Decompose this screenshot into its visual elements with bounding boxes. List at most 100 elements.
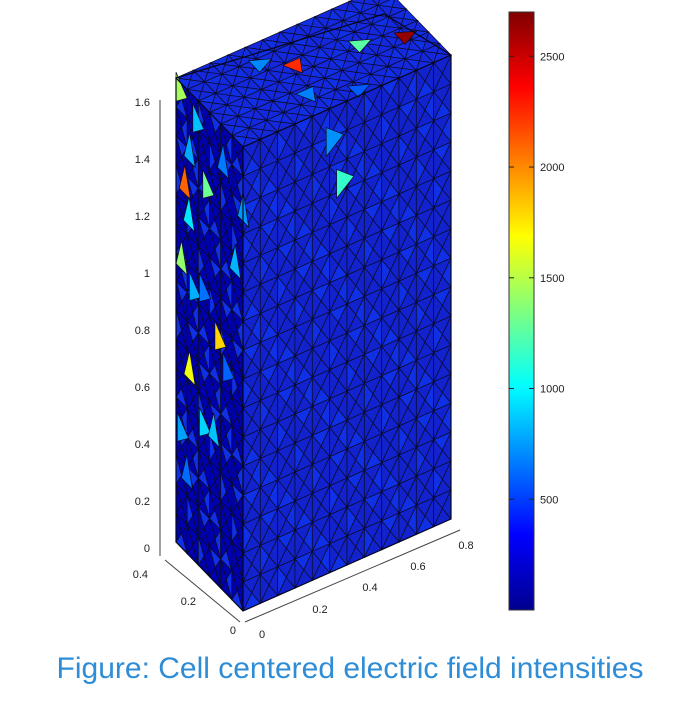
mesh-cell (259, 225, 270, 256)
mesh-cell (209, 141, 216, 172)
colorbar-tick-label: 500 (540, 494, 558, 506)
mesh-cell (311, 521, 322, 552)
mesh-cell (415, 301, 426, 332)
mesh-cell (346, 506, 357, 537)
z-tick-label: 1.4 (135, 154, 150, 166)
mesh-cell (364, 35, 384, 46)
mesh-cell (277, 304, 287, 335)
mesh-cell (294, 355, 305, 386)
mesh-cell (375, 46, 395, 58)
mesh-cell (294, 384, 305, 415)
mesh-cell (209, 460, 216, 491)
mesh-cell (197, 477, 205, 509)
mesh-cell (209, 112, 216, 143)
mesh-cell (415, 330, 426, 361)
mesh-cell (381, 229, 391, 260)
mesh-cell (225, 96, 245, 108)
z-tick-label: 0.4 (135, 439, 150, 451)
mesh-cell (197, 448, 205, 480)
mesh-cell (186, 292, 194, 323)
mesh-cell (209, 518, 216, 549)
mesh-face-side (242, 54, 452, 612)
mesh-cell (311, 202, 322, 233)
mesh-cell (311, 318, 322, 349)
field-cell-950 (183, 196, 196, 233)
mesh-cell (433, 496, 443, 527)
colorbar: 500 1000 1500 2000 2500 (508, 11, 564, 611)
mesh-cell (277, 391, 287, 422)
mesh-cell (220, 268, 227, 300)
y-tick-label: 0.2 (181, 596, 196, 608)
mesh-cell (346, 477, 357, 508)
mesh-cell (259, 573, 270, 604)
mesh-cell (282, 104, 302, 115)
mesh-cell (398, 512, 409, 543)
mesh-cell (220, 384, 227, 416)
mesh-cell (433, 90, 443, 121)
mesh-cell (329, 310, 339, 341)
mesh-cell (329, 50, 349, 62)
z-tick-label: 0.2 (135, 496, 150, 508)
colorbar-tick-label: 1000 (540, 384, 564, 396)
mesh-cell (329, 455, 339, 486)
field-cell-760 (176, 412, 189, 442)
mesh-cell (259, 341, 270, 372)
mesh-cell (363, 92, 374, 123)
mesh-cell (433, 264, 443, 295)
mesh-cell (259, 370, 270, 401)
mesh-cell (277, 188, 287, 219)
field-cell-640 (199, 272, 212, 303)
mesh-cell (381, 258, 391, 289)
y-tick-label: 0.4 (133, 569, 148, 581)
z-tick-label: 0.8 (135, 325, 150, 337)
mesh-cell (363, 150, 374, 181)
mesh-cell (231, 483, 238, 514)
mesh-cell (415, 98, 426, 129)
mesh-cell (363, 237, 374, 268)
mesh-cell (219, 115, 239, 127)
mesh-cell (231, 425, 238, 456)
field-cell-720 (325, 127, 345, 158)
mesh-cell (294, 239, 305, 270)
field-cell-1300 (202, 169, 215, 199)
colorbar-gradient (508, 11, 535, 611)
mesh-figure: 1.6 1.4 1.2 1 0.8 0.6 0.4 0.2 0 0.4 0.2 … (133, 0, 564, 641)
mesh-cell (185, 81, 206, 92)
mesh-cell (209, 344, 216, 375)
mesh-cell (301, 46, 321, 58)
mesh-cell (433, 148, 443, 179)
mesh-cell (329, 281, 339, 312)
mesh-cell (363, 121, 374, 152)
mesh-cell (208, 104, 228, 115)
mesh-cell (259, 457, 270, 488)
mesh-cell (294, 471, 305, 502)
mesh-cell (433, 177, 443, 208)
mesh-cell (220, 413, 227, 445)
mesh-cell (359, 4, 379, 16)
mesh-cell (278, 23, 298, 35)
mesh-cell (346, 448, 357, 479)
mesh-cell (329, 223, 339, 254)
mesh-cell (381, 113, 391, 144)
mesh-cell (363, 411, 374, 442)
mesh-cell (231, 541, 238, 572)
mesh-cell (277, 507, 287, 538)
mesh-cell (363, 0, 379, 6)
mesh-cell (311, 405, 322, 436)
mesh-cell (363, 440, 374, 471)
mesh-cell (329, 165, 339, 196)
mesh-cell (370, 16, 390, 27)
mesh-cell (231, 164, 238, 195)
mesh-cell (220, 442, 227, 474)
x-tick-label: 0.6 (410, 561, 425, 573)
field-cell-1250 (347, 38, 373, 54)
mesh-cell (266, 62, 286, 73)
mesh-cell (197, 92, 217, 104)
mesh-cell (381, 519, 391, 550)
mesh-cell (346, 245, 357, 276)
mesh-cell (386, 58, 406, 69)
mesh-cell (277, 449, 287, 480)
mesh-cell (433, 293, 443, 324)
mesh-cell (433, 409, 443, 440)
mesh-cell (247, 119, 268, 131)
